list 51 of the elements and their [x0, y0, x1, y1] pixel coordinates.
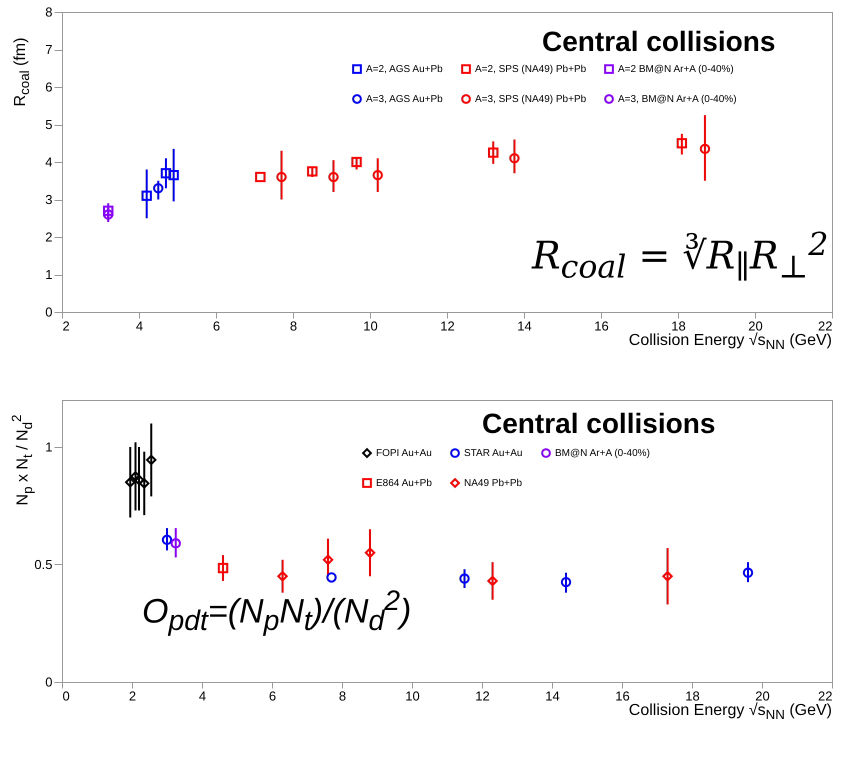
x-tick-label: 2	[62, 318, 70, 334]
y-tick-label: 0	[45, 674, 52, 690]
x-tick-label: 2	[128, 688, 136, 704]
x-tick-label: 20	[755, 688, 770, 704]
legend-label: A=2 BM@N Ar+A (0-40%)	[618, 64, 734, 76]
legend-label: A=3, SPS (NA49) Pb+Pb	[475, 94, 587, 105]
y-tick-label: 1	[45, 440, 52, 454]
x-tick-label: 8	[338, 688, 346, 704]
y-tick-label: 7	[45, 42, 52, 57]
legend-label: A=2, AGS Au+Pb	[366, 64, 444, 76]
x-tick-label: 0	[62, 688, 70, 704]
x-tick-label: 22	[818, 688, 832, 704]
x-axis-title: Collision Energy √s$_{NN}$ (GeV)	[628, 702, 832, 722]
legend-label: A=3, AGS Au+Pb	[366, 94, 444, 105]
y-tick-label: 0	[45, 304, 52, 320]
x-tick-label: 22	[818, 318, 832, 334]
x-tick-label: 10	[363, 318, 378, 334]
y-tick-label: 1	[45, 267, 52, 282]
x-tick-label: 4	[198, 688, 206, 704]
y-tick-label: 5	[45, 117, 52, 132]
y-tick-label: 3	[45, 192, 52, 207]
x-tick-label: 18	[685, 688, 700, 704]
legend-label: E864 Au+Pb	[376, 478, 432, 489]
x-tick-label: 12	[440, 318, 455, 334]
x-tick-label: 14	[517, 318, 532, 334]
x-tick-label: 20	[748, 318, 763, 334]
x-tick-label: 4	[136, 318, 144, 334]
text: Central collisions	[542, 26, 776, 58]
y-tick-label: 6	[45, 80, 52, 94]
x-tick-label: 10	[405, 688, 420, 704]
legend-label: STAR Au+Au	[464, 448, 522, 460]
x-tick-label: 12	[475, 688, 490, 704]
chart-title: Central collisions	[482, 408, 716, 440]
legend-label: NA49 Pb+Pb	[464, 478, 523, 489]
x-tick-label: 16	[594, 318, 609, 334]
x-axis-title: Collision Energy √s$_{NN}$ (GeV)	[628, 332, 832, 352]
x-tick-label: 6	[212, 318, 220, 334]
legend-label: BM@N Ar+A (0-40%)	[555, 448, 650, 460]
legend-label: A=2, SPS (NA49) Pb+Pb	[475, 64, 587, 76]
y-tick-label: 2	[45, 230, 52, 244]
x-tick-label: 8	[290, 318, 298, 334]
y-tick-label: 8	[45, 4, 52, 20]
x-tick-label: 18	[671, 318, 686, 334]
legend-label: FOPI Au+Au	[376, 448, 432, 460]
x-tick-label: 6	[268, 688, 276, 704]
text: O$_{pdt}$=(N$_{p}$N$_{t}$)/(N$_{d}$$^{2}$)	[142, 585, 412, 638]
x-tick-label: 16	[615, 688, 630, 704]
legend-label: A=3, BM@N Ar+A (0-40%)	[618, 94, 737, 105]
y-tick-label: 0.5	[34, 557, 52, 572]
y-tick-label: 4	[45, 154, 52, 170]
x-tick-label: 14	[545, 688, 560, 704]
